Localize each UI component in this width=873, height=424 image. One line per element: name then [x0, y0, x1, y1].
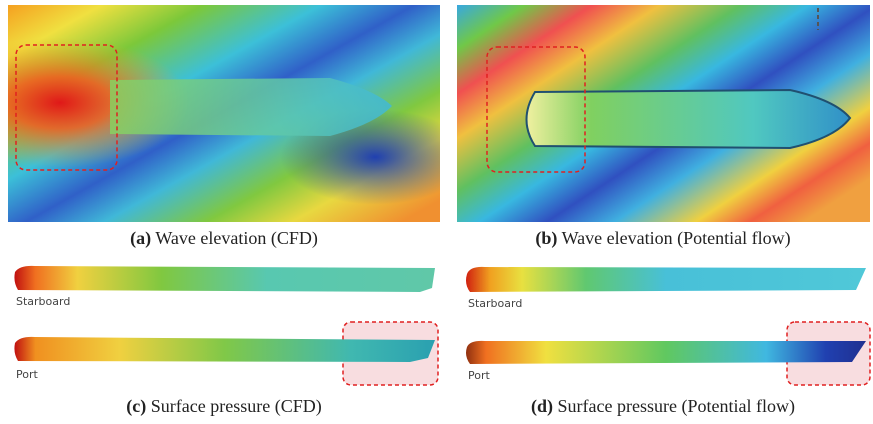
hull-pressure: [466, 341, 866, 364]
caption-text: Surface pressure (CFD): [151, 396, 322, 417]
figure: (a) Wave elevation (CFD) (b) Wave elevat…: [0, 0, 873, 424]
caption-text: Wave elevation (Potential flow): [562, 228, 791, 249]
caption: (a) Wave elevation (CFD): [130, 228, 318, 249]
hull-pressure: [466, 267, 866, 292]
hull-label: Port: [16, 368, 38, 381]
hull: [527, 90, 851, 148]
hull-label: Port: [468, 369, 490, 382]
caption: (b) Wave elevation (Potential flow): [535, 228, 790, 249]
caption-label: (c): [126, 396, 146, 417]
caption-text: Wave elevation (CFD): [155, 228, 318, 249]
hull: [110, 78, 392, 136]
caption-label: (b): [535, 228, 557, 249]
caption-label: (d): [531, 396, 553, 417]
caption-label: (a): [130, 228, 151, 249]
hull-pressure: [14, 266, 435, 292]
caption: (c) Surface pressure (CFD): [126, 396, 321, 417]
hull-label: Starboard: [468, 297, 522, 310]
caption-text: Surface pressure (Potential flow): [558, 396, 795, 417]
hull-pressure: [14, 337, 435, 362]
hull-label: Starboard: [16, 295, 70, 308]
caption: (d) Surface pressure (Potential flow): [531, 396, 795, 417]
